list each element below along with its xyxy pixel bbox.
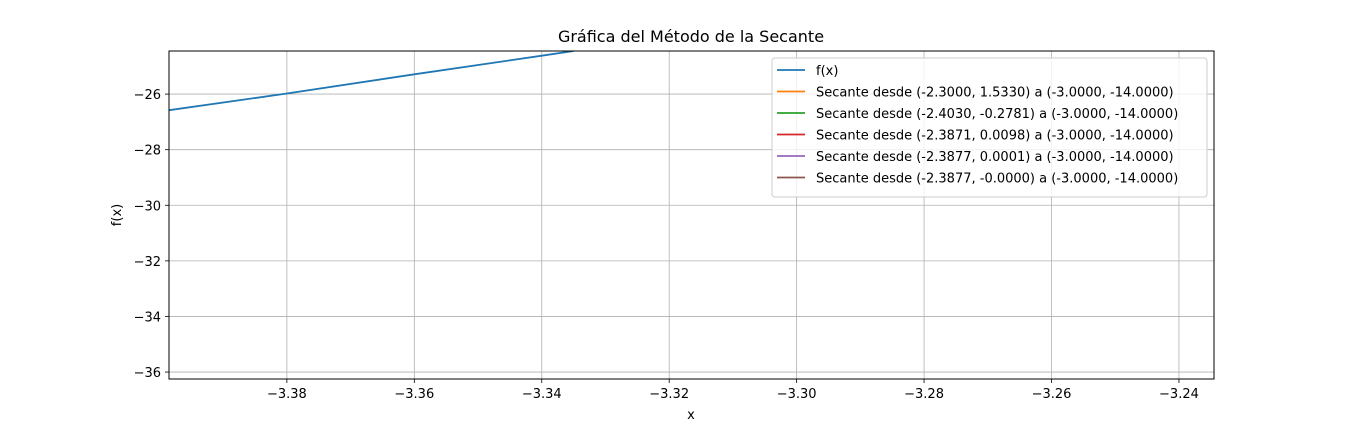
x-tick-label: −3.24 bbox=[1159, 387, 1199, 402]
chart-title: Gráfica del Método de la Secante bbox=[558, 27, 824, 46]
legend-entry: Secante desde (-2.4030, -0.2781) a (-3.0… bbox=[816, 107, 1178, 122]
plot-series bbox=[169, 51, 574, 112]
y-tick-label: −26 bbox=[134, 88, 161, 103]
legend-entry: Secante desde (-2.3871, 0.0098) a (-3.00… bbox=[816, 129, 1174, 144]
legend-frame bbox=[771, 57, 1208, 198]
y-tick-label: −32 bbox=[134, 255, 161, 270]
y-tick-label: −28 bbox=[134, 144, 161, 159]
x-tick-label: −3.36 bbox=[394, 387, 434, 402]
x-axis-label: x bbox=[687, 408, 695, 423]
x-tick-label: −3.28 bbox=[904, 387, 944, 402]
axis-ticks: −3.38 −3.36 −3.34 −3.32 −3.30 −3.28 −3.26 −3.24… bbox=[134, 88, 1199, 402]
plot-frame bbox=[168, 50, 1215, 380]
x-tick-label: −3.34 bbox=[522, 387, 562, 402]
legend-entry: Secante desde (-2.3877, -0.0000) a (-3.0… bbox=[816, 172, 1178, 187]
y-tick-label: −36 bbox=[134, 366, 161, 381]
y-tick-label: −34 bbox=[134, 310, 161, 325]
y-axis-label: f(x) bbox=[110, 204, 125, 226]
x-tick-label: −3.26 bbox=[1032, 387, 1072, 402]
y-tick-label: −30 bbox=[134, 199, 161, 214]
series-line bbox=[169, 51, 574, 112]
legend: f(x) Secante desde (-2.3000, 1.5330) a (-… bbox=[771, 57, 1208, 198]
legend-entry: Secante desde (-2.3877, 0.0001) a (-3.00… bbox=[816, 150, 1174, 165]
legend-entry: Secante desde (-2.3000, 1.5330) a (-3.00… bbox=[816, 86, 1174, 101]
x-tick-label: −3.38 bbox=[267, 387, 307, 402]
legend-entry: f(x) bbox=[816, 64, 838, 79]
x-tick-label: −3.30 bbox=[777, 387, 817, 402]
x-tick-label: −3.32 bbox=[649, 387, 689, 402]
